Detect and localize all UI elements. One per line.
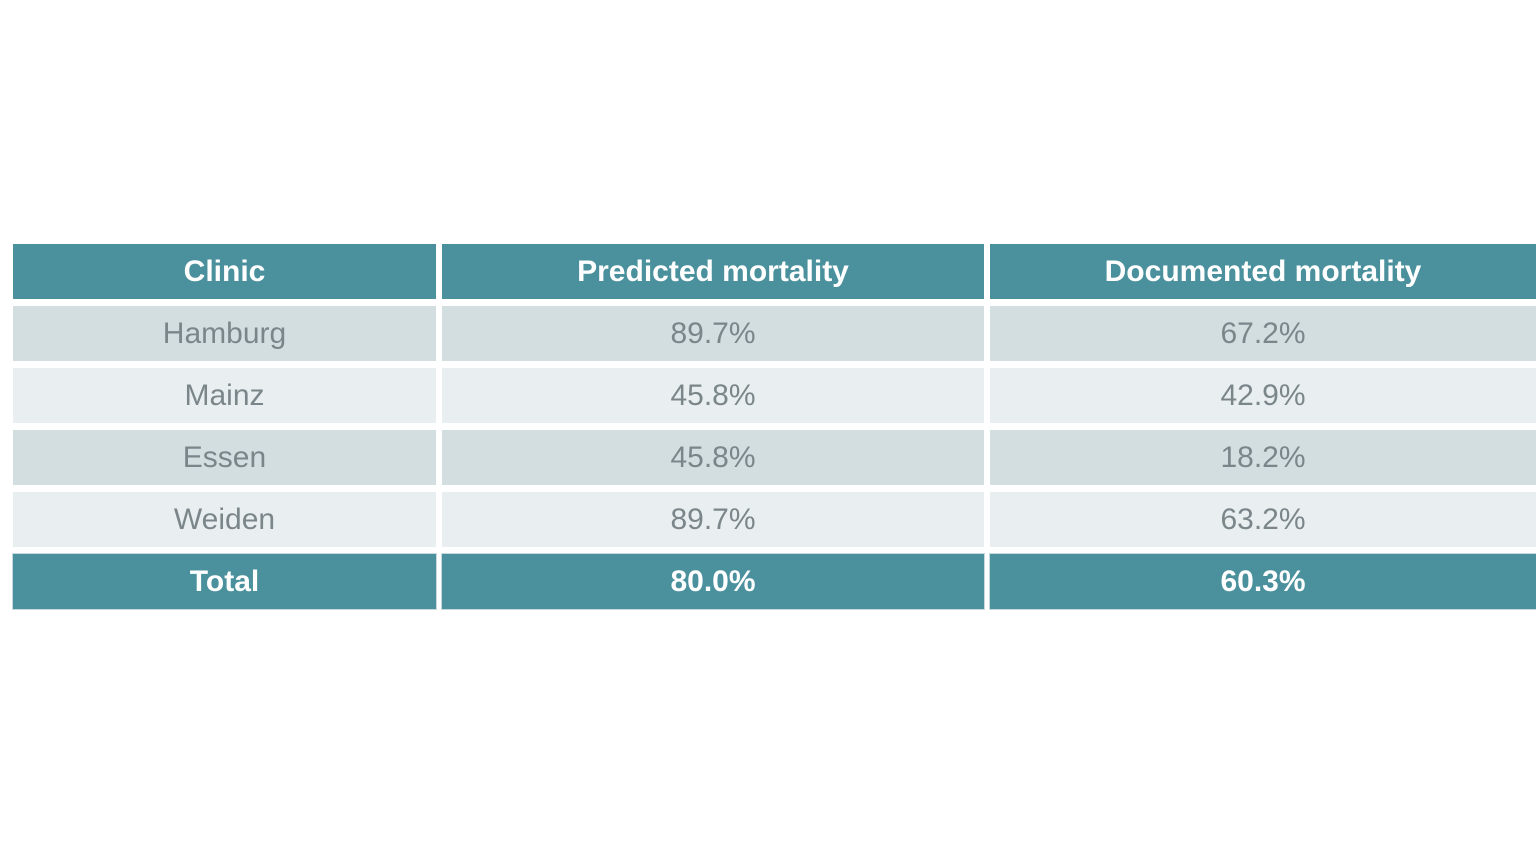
table-cell-documented: 42.9% xyxy=(990,368,1536,423)
total-documented-mortality: 60.3% xyxy=(990,554,1536,609)
table-cell-clinic: Hamburg xyxy=(13,306,436,361)
table-cell-predicted: 89.7% xyxy=(442,306,984,361)
total-row-label: Total xyxy=(13,554,436,609)
table-cell-documented: 67.2% xyxy=(990,306,1536,361)
table-cell-clinic: Essen xyxy=(13,430,436,485)
column-header-predicted-mortality: Predicted mortality xyxy=(442,244,984,299)
mortality-table: Clinic Predicted mortality Documented mo… xyxy=(13,244,1536,609)
table-cell-predicted: 45.8% xyxy=(442,368,984,423)
table-cell-documented: 63.2% xyxy=(990,492,1536,547)
column-header-clinic: Clinic xyxy=(13,244,436,299)
column-header-documented-mortality: Documented mortality xyxy=(990,244,1536,299)
table-cell-clinic: Mainz xyxy=(13,368,436,423)
table-cell-documented: 18.2% xyxy=(990,430,1536,485)
total-predicted-mortality: 80.0% xyxy=(442,554,984,609)
table-cell-predicted: 45.8% xyxy=(442,430,984,485)
table-cell-clinic: Weiden xyxy=(13,492,436,547)
table-cell-predicted: 89.7% xyxy=(442,492,984,547)
